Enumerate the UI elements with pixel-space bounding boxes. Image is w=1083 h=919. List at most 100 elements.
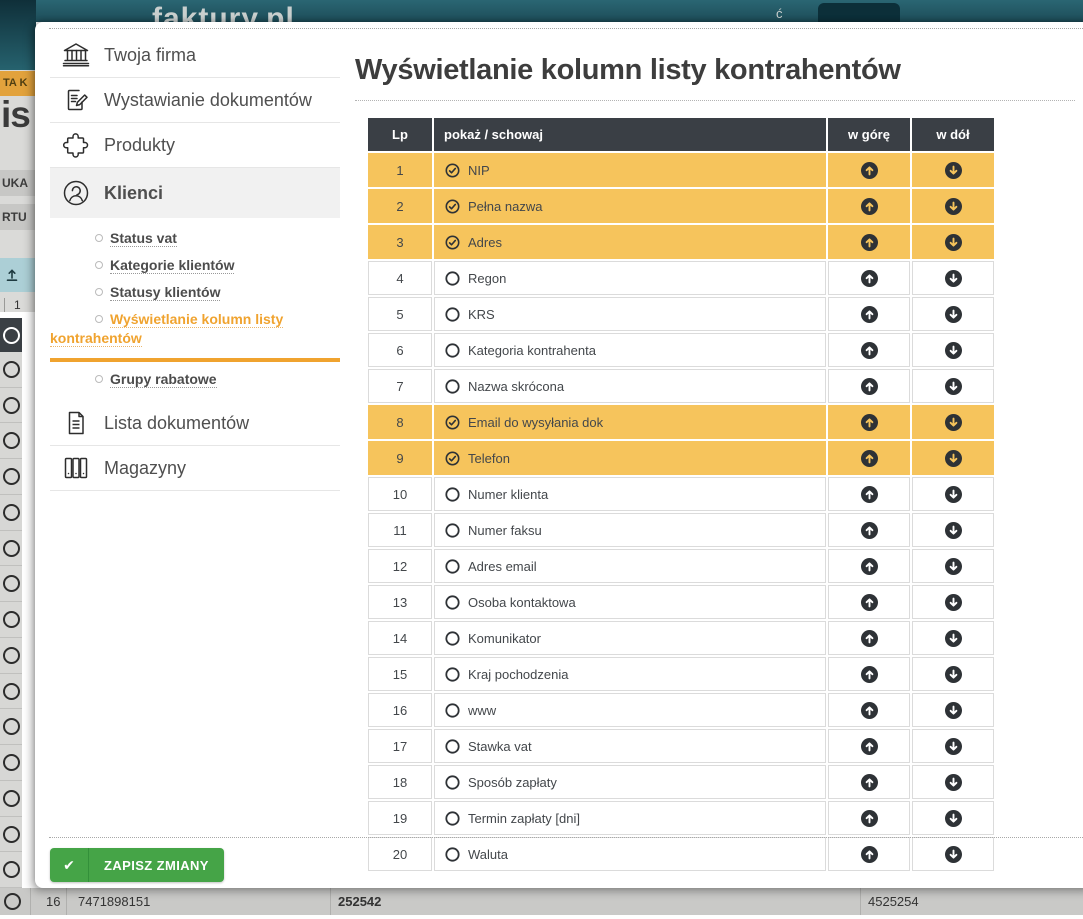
sidebar-item-wystawianie-dokument-w[interactable]: Wystawianie dokumentów (50, 78, 340, 123)
arrow-up-circle-icon[interactable] (860, 629, 878, 647)
move-down-cell[interactable] (912, 297, 994, 331)
move-down-cell[interactable] (912, 729, 994, 763)
move-up-cell[interactable] (828, 693, 910, 727)
arrow-down-circle-icon[interactable] (944, 197, 962, 215)
move-up-cell[interactable] (828, 225, 910, 259)
move-down-cell[interactable] (912, 549, 994, 583)
move-up-cell[interactable] (828, 549, 910, 583)
move-up-cell[interactable] (828, 153, 910, 187)
move-up-cell[interactable] (828, 189, 910, 223)
column-toggle-cell[interactable]: Kategoria kontrahenta (434, 333, 826, 367)
move-down-cell[interactable] (912, 837, 994, 871)
sidebar-item-twoja-firma[interactable]: Twoja firma (50, 33, 340, 78)
submenu-item-wy-wietlanie-kolumn-listy-kontrahent-w[interactable]: Wyświetlanie kolumn listy kontrahentów (50, 310, 340, 348)
move-down-cell[interactable] (912, 801, 994, 835)
arrow-down-circle-icon[interactable] (944, 161, 962, 179)
arrow-up-circle-icon[interactable] (860, 845, 878, 863)
move-up-cell[interactable] (828, 765, 910, 799)
arrow-up-circle-icon[interactable] (860, 233, 878, 251)
arrow-up-circle-icon[interactable] (860, 341, 878, 359)
column-toggle-cell[interactable]: Email do wysyłania dok (434, 405, 826, 439)
arrow-up-circle-icon[interactable] (860, 737, 878, 755)
column-toggle-cell[interactable]: KRS (434, 297, 826, 331)
arrow-up-circle-icon[interactable] (860, 197, 878, 215)
arrow-up-circle-icon[interactable] (860, 665, 878, 683)
move-down-cell[interactable] (912, 657, 994, 691)
arrow-up-circle-icon[interactable] (860, 269, 878, 287)
arrow-up-circle-icon[interactable] (860, 161, 878, 179)
move-down-cell[interactable] (912, 333, 994, 367)
column-toggle-cell[interactable]: Komunikator (434, 621, 826, 655)
arrow-down-circle-icon[interactable] (944, 665, 962, 683)
column-toggle-cell[interactable]: Stawka vat (434, 729, 826, 763)
arrow-up-circle-icon[interactable] (860, 773, 878, 791)
arrow-down-circle-icon[interactable] (944, 701, 962, 719)
arrow-down-circle-icon[interactable] (944, 737, 962, 755)
move-down-cell[interactable] (912, 369, 994, 403)
arrow-down-circle-icon[interactable] (944, 557, 962, 575)
arrow-down-circle-icon[interactable] (944, 773, 962, 791)
arrow-down-circle-icon[interactable] (944, 845, 962, 863)
column-toggle-cell[interactable]: Waluta (434, 837, 826, 871)
move-down-cell[interactable] (912, 405, 994, 439)
arrow-down-circle-icon[interactable] (944, 305, 962, 323)
move-down-cell[interactable] (912, 621, 994, 655)
sidebar-item-produkty[interactable]: Produkty (50, 123, 340, 168)
arrow-up-circle-icon[interactable] (860, 377, 878, 395)
move-down-cell[interactable] (912, 225, 994, 259)
column-toggle-cell[interactable]: Adres (434, 225, 826, 259)
move-down-cell[interactable] (912, 153, 994, 187)
column-toggle-cell[interactable]: Telefon (434, 441, 826, 475)
column-toggle-cell[interactable]: Termin zapłaty [dni] (434, 801, 826, 835)
sidebar-item-magazyny[interactable]: Magazyny (50, 446, 340, 491)
move-down-cell[interactable] (912, 477, 994, 511)
arrow-down-circle-icon[interactable] (944, 377, 962, 395)
arrow-down-circle-icon[interactable] (944, 593, 962, 611)
column-toggle-cell[interactable]: Nazwa skrócona (434, 369, 826, 403)
column-toggle-cell[interactable]: Adres email (434, 549, 826, 583)
move-up-cell[interactable] (828, 657, 910, 691)
submenu-item-statusy-klient-w[interactable]: Statusy klientów (50, 283, 340, 302)
arrow-down-circle-icon[interactable] (944, 269, 962, 287)
arrow-up-circle-icon[interactable] (860, 305, 878, 323)
column-toggle-cell[interactable]: Numer klienta (434, 477, 826, 511)
move-up-cell[interactable] (828, 477, 910, 511)
column-toggle-cell[interactable]: Kraj pochodzenia (434, 657, 826, 691)
arrow-down-circle-icon[interactable] (944, 341, 962, 359)
arrow-up-circle-icon[interactable] (860, 449, 878, 467)
arrow-up-circle-icon[interactable] (860, 521, 878, 539)
arrow-up-circle-icon[interactable] (860, 485, 878, 503)
column-toggle-cell[interactable]: www (434, 693, 826, 727)
move-up-cell[interactable] (828, 801, 910, 835)
arrow-down-circle-icon[interactable] (944, 413, 962, 431)
save-button[interactable]: ✔ ZAPISZ ZMIANY (50, 848, 224, 882)
move-down-cell[interactable] (912, 513, 994, 547)
arrow-up-circle-icon[interactable] (860, 701, 878, 719)
move-down-cell[interactable] (912, 585, 994, 619)
move-down-cell[interactable] (912, 765, 994, 799)
move-up-cell[interactable] (828, 369, 910, 403)
sidebar-item-klienci[interactable]: Klienci (50, 168, 340, 218)
arrow-down-circle-icon[interactable] (944, 233, 962, 251)
move-up-cell[interactable] (828, 297, 910, 331)
column-toggle-cell[interactable]: Numer faksu (434, 513, 826, 547)
move-up-cell[interactable] (828, 441, 910, 475)
submenu-item-kategorie-klient-w[interactable]: Kategorie klientów (50, 256, 340, 275)
arrow-down-circle-icon[interactable] (944, 809, 962, 827)
move-up-cell[interactable] (828, 585, 910, 619)
move-down-cell[interactable] (912, 441, 994, 475)
arrow-down-circle-icon[interactable] (944, 629, 962, 647)
move-down-cell[interactable] (912, 261, 994, 295)
arrow-up-circle-icon[interactable] (860, 557, 878, 575)
column-toggle-cell[interactable]: Regon (434, 261, 826, 295)
submenu-item-status-vat[interactable]: Status vat (50, 229, 340, 248)
move-up-cell[interactable] (828, 837, 910, 871)
arrow-up-circle-icon[interactable] (860, 593, 878, 611)
move-up-cell[interactable] (828, 729, 910, 763)
arrow-up-circle-icon[interactable] (860, 413, 878, 431)
move-up-cell[interactable] (828, 261, 910, 295)
column-toggle-cell[interactable]: Osoba kontaktowa (434, 585, 826, 619)
sidebar-item-lista-dokument-w[interactable]: Lista dokumentów (50, 401, 340, 446)
move-up-cell[interactable] (828, 513, 910, 547)
move-up-cell[interactable] (828, 405, 910, 439)
